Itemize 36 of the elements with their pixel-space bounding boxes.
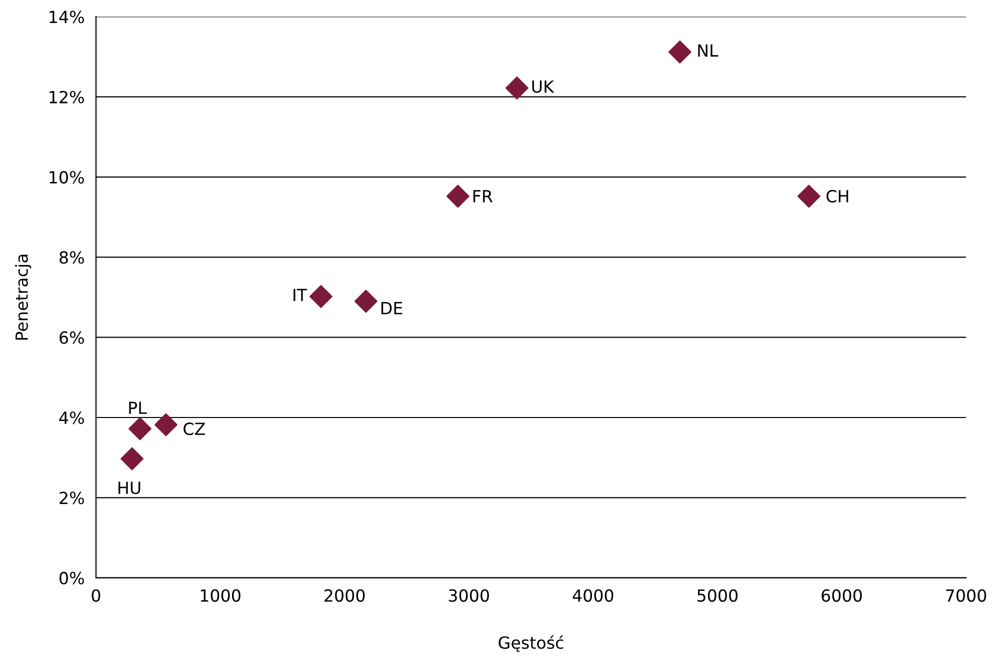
x-tick-label: 6000 <box>822 589 862 602</box>
point <box>120 447 144 470</box>
point <box>446 184 470 208</box>
y-tick-label: 4% <box>59 411 84 424</box>
y-tick-label: 12% <box>50 90 84 104</box>
annotation: IT <box>294 288 308 302</box>
annotation: FR <box>473 190 492 202</box>
annotation: CH <box>826 190 848 202</box>
annotation: UK <box>532 80 554 93</box>
annotation: HU <box>118 482 140 494</box>
y-tick-label: 2% <box>60 492 84 504</box>
y-tick-label: 6% <box>60 331 84 344</box>
y-tick-label: 8% <box>60 251 84 264</box>
x-tick-label: 0 <box>92 589 100 602</box>
x-tick-label: 3000 <box>448 589 489 602</box>
x-axis-title: Gęstość <box>498 635 564 652</box>
x-tick-label: 1000 <box>200 589 240 602</box>
point <box>128 417 152 440</box>
annotation: DE <box>381 302 402 314</box>
x-tick-label: 5000 <box>698 589 738 602</box>
y-tick-label: 0% <box>60 572 84 584</box>
x-tick-label: 4000 <box>572 589 614 602</box>
point <box>354 290 378 313</box>
point <box>154 413 178 436</box>
point <box>797 184 820 208</box>
x-tick-label: 2000 <box>324 589 365 602</box>
x-tick-label: 7000 <box>946 589 986 602</box>
annotation: PL <box>129 402 147 414</box>
point <box>668 40 692 64</box>
y-tick-label: 14% <box>50 10 84 24</box>
y-axis-title: Penetracja <box>15 254 32 340</box>
annotation: NL <box>698 44 718 57</box>
annotation: CZ <box>184 422 205 436</box>
point <box>506 76 528 100</box>
point <box>310 285 332 308</box>
y-tick-label: 10% <box>50 170 84 184</box>
